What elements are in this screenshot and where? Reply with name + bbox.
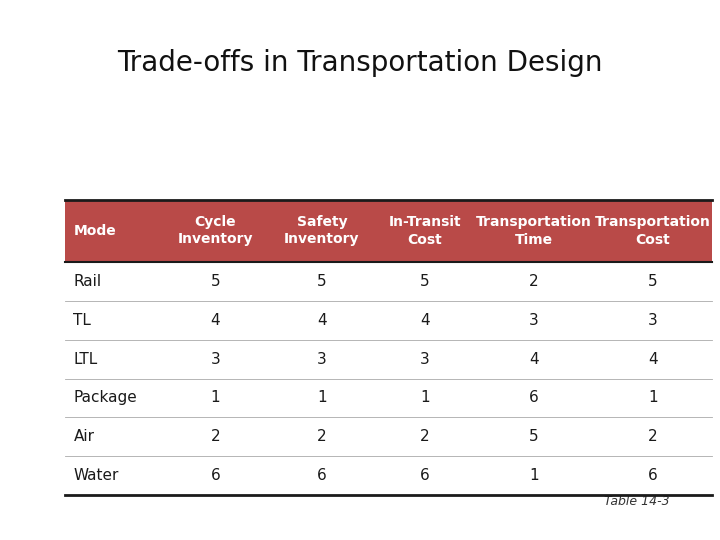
Text: Mode: Mode [73, 224, 116, 238]
Text: 5: 5 [529, 429, 539, 444]
Text: 3: 3 [420, 352, 430, 367]
Text: 4: 4 [648, 352, 657, 367]
Text: 1: 1 [648, 390, 657, 406]
Text: Rail: Rail [73, 274, 102, 289]
Text: Air: Air [73, 429, 94, 444]
Bar [65, 301, 712, 340]
Bar [65, 340, 712, 379]
Text: 6: 6 [529, 390, 539, 406]
Text: Cycle
Inventory: Cycle Inventory [178, 215, 253, 246]
Text: Trade-offs in Transportation Design: Trade-offs in Transportation Design [117, 49, 603, 77]
Text: 6: 6 [420, 468, 430, 483]
Text: 4: 4 [210, 313, 220, 328]
Text: 6: 6 [210, 468, 220, 483]
Text: TL: TL [73, 313, 91, 328]
Text: 3: 3 [210, 352, 220, 367]
Text: 1: 1 [317, 390, 327, 406]
Text: 2: 2 [420, 429, 430, 444]
Text: 4: 4 [420, 313, 430, 328]
Text: LTL: LTL [73, 352, 98, 367]
Text: 2: 2 [317, 429, 327, 444]
Text: Transportation
Cost: Transportation Cost [595, 215, 711, 246]
Bar [65, 417, 712, 456]
Text: 5: 5 [420, 274, 430, 289]
Text: Safety
Inventory: Safety Inventory [284, 215, 359, 246]
Text: 2: 2 [210, 429, 220, 444]
Text: Table 14-3: Table 14-3 [604, 495, 670, 508]
Text: Water: Water [73, 468, 119, 483]
Text: 1: 1 [529, 468, 539, 483]
Text: 6: 6 [648, 468, 657, 483]
Text: 2: 2 [529, 274, 539, 289]
Text: In-Transit
Cost: In-Transit Cost [389, 215, 461, 246]
Text: Transportation
Time: Transportation Time [476, 215, 592, 246]
Text: 3: 3 [648, 313, 657, 328]
Text: 5: 5 [317, 274, 327, 289]
Text: 3: 3 [529, 313, 539, 328]
Text: 1: 1 [420, 390, 430, 406]
Bar [65, 200, 712, 262]
Bar [65, 262, 712, 301]
Text: 2: 2 [648, 429, 657, 444]
Text: 6: 6 [317, 468, 327, 483]
Bar [65, 379, 712, 417]
Text: 4: 4 [317, 313, 327, 328]
Text: 4: 4 [529, 352, 539, 367]
Text: 5: 5 [648, 274, 657, 289]
Bar [65, 456, 712, 495]
Text: 5: 5 [210, 274, 220, 289]
Text: 3: 3 [317, 352, 327, 367]
Text: Package: Package [73, 390, 138, 406]
Text: 1: 1 [210, 390, 220, 406]
